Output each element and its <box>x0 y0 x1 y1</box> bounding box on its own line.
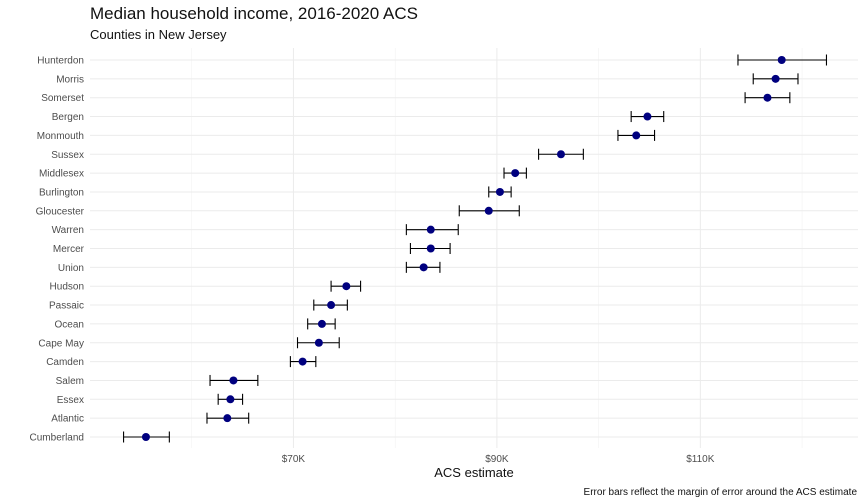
y-tick-label: Ocean <box>55 319 84 330</box>
county-mark-group <box>409 243 451 254</box>
x-tick-label: $90K <box>485 454 509 465</box>
estimate-point <box>317 319 326 328</box>
data-marks <box>123 54 828 443</box>
county-mark-group <box>617 129 656 141</box>
y-tick-label: Cumberland <box>30 433 84 444</box>
county-mark-group <box>405 261 441 273</box>
y-tick-label: Monmouth <box>37 131 84 142</box>
county-mark-group <box>123 431 170 443</box>
y-tick-label: Bergen <box>52 112 84 123</box>
county-mark-group <box>458 205 520 217</box>
x-tick-label: $110K <box>686 454 715 465</box>
y-tick-label: Camden <box>46 357 84 368</box>
county-mark-group <box>538 148 584 160</box>
estimate-point <box>495 187 504 196</box>
county-mark-group <box>405 224 459 236</box>
y-tick-label: Somerset <box>41 93 84 104</box>
estimate-point <box>298 357 307 366</box>
estimate-point <box>777 56 786 64</box>
estimate-point <box>643 112 652 121</box>
estimate-point <box>419 263 428 272</box>
y-axis-labels: Hunterdon Morris Somerset Bergen Monmouth Sus… <box>30 56 85 444</box>
chart-title: Median household income, 2016-2020 ACS <box>90 4 418 23</box>
county-mark-group <box>209 374 259 386</box>
y-tick-label: Atlantic <box>51 414 84 425</box>
y-tick-label: Hudson <box>50 282 84 293</box>
estimate-point <box>223 414 232 423</box>
y-tick-label: Hunterdon <box>37 56 84 67</box>
y-tick-label: Mercer <box>53 244 85 255</box>
grid-lines <box>90 48 858 448</box>
y-tick-label: Morris <box>56 74 84 85</box>
estimate-point <box>314 338 323 347</box>
estimate-point <box>771 74 780 83</box>
county-mark-group <box>289 356 317 368</box>
county-mark-group <box>744 92 791 104</box>
y-tick-label: Warren <box>52 225 84 236</box>
chart-caption: Error bars reflect the margin of error a… <box>584 487 858 498</box>
estimate-point <box>426 225 435 234</box>
y-tick-label: Union <box>58 263 84 274</box>
estimate-point <box>141 433 150 441</box>
county-mark-group <box>307 318 336 330</box>
y-tick-label: Sussex <box>51 150 84 161</box>
y-tick-label: Cape May <box>38 338 84 349</box>
x-tick-label: $70K <box>282 454 306 465</box>
county-mark-group <box>630 111 665 123</box>
county-mark-group <box>206 412 250 424</box>
estimate-point <box>632 131 641 140</box>
estimate-point <box>763 93 772 102</box>
county-mark-group <box>737 54 828 66</box>
county-mark-group <box>488 186 512 198</box>
estimate-point <box>342 282 351 291</box>
y-tick-label: Salem <box>56 376 84 387</box>
y-tick-label: Passaic <box>49 301 84 312</box>
y-tick-label: Burlington <box>39 187 84 198</box>
county-mark-group <box>296 337 340 349</box>
estimate-point <box>426 244 435 253</box>
x-axis-labels: $70K $90K $110K <box>282 454 715 465</box>
x-axis-title: ACS estimate <box>434 465 513 480</box>
estimate-point <box>484 206 493 215</box>
county-mark-group <box>330 280 362 292</box>
estimate-point <box>226 395 235 404</box>
estimate-point <box>327 301 336 310</box>
estimate-point <box>511 169 520 178</box>
y-tick-label: Essex <box>57 395 84 406</box>
y-tick-label: Gloucester <box>36 206 85 217</box>
county-mark-group <box>217 393 244 405</box>
y-tick-label: Middlesex <box>39 169 84 180</box>
county-mark-group <box>503 167 527 179</box>
chart-subtitle: Counties in New Jersey <box>90 27 227 42</box>
estimate-point <box>556 150 565 159</box>
county-mark-group <box>313 299 348 311</box>
county-mark-group <box>752 73 799 85</box>
estimate-point <box>229 376 238 385</box>
